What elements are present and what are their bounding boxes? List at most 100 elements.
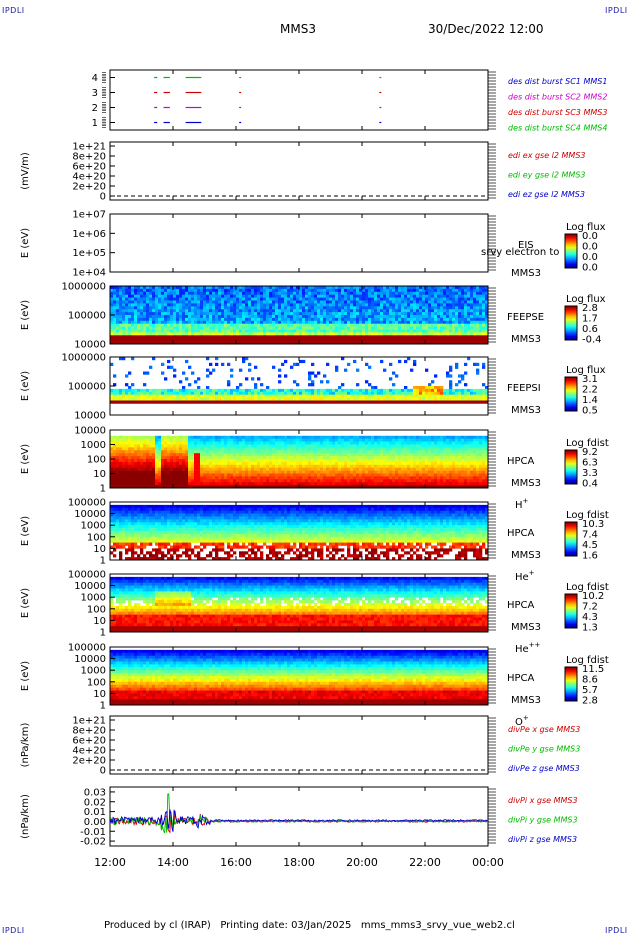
- hpca_h-spacecraft: MMS3: [511, 478, 541, 489]
- hpca_h-cbar-tick: 0.4: [582, 479, 598, 490]
- feepsi-ylabel: E (eV): [20, 371, 31, 401]
- divpi-ylabel: (nPa/km): [20, 794, 31, 839]
- feepse-ytick-label: 1000000: [61, 282, 106, 293]
- feepsi-spectrogram: [110, 357, 488, 404]
- feepse-spectrogram: [110, 286, 488, 344]
- hpca_he2-right-ticks: [488, 576, 496, 630]
- eis-right-ticks: [488, 216, 496, 270]
- eis-ytick-label: 1e+07: [72, 210, 106, 221]
- eis-spacecraft: MMS3: [511, 268, 541, 279]
- eis-cbar-tick: 0.0: [582, 252, 598, 263]
- hpca_he2-cbar-tick: 1.3: [582, 623, 598, 634]
- hpca_he2-ytick-label: 100: [87, 604, 106, 615]
- divpi-legend-1: divPi x gse MMS3: [508, 796, 578, 805]
- hpca_h-ytick-label: 1000: [81, 440, 106, 451]
- hpca_he2-instrument: HPCA: [507, 600, 535, 611]
- hpca_h-colorbar: [565, 450, 577, 484]
- hpca_he1-ytick-label: 100: [87, 532, 106, 543]
- hpca_o-ytick-label: 1000: [81, 666, 106, 677]
- burst-legend-4: des dist burst SC4 MMS4: [508, 124, 607, 133]
- feepse-spacecraft: MMS3: [511, 334, 541, 345]
- feepse-cbar-tick: 2.8: [582, 303, 598, 314]
- xtick-label: 20:00: [346, 856, 378, 869]
- hpca_he1-species: He+: [515, 569, 535, 583]
- xtick-label: 12:00: [94, 856, 126, 869]
- eis-cbar-tick: 0.0: [582, 263, 598, 274]
- feepse-ylabel: E (eV): [20, 300, 31, 330]
- edi-ylabel: (mV/m): [20, 152, 31, 190]
- hpca_h-cbar-tick: 3.3: [582, 468, 598, 479]
- hpca_he1-colorbar: [565, 522, 577, 556]
- hpca_he2-ytick-label: 1: [100, 628, 106, 639]
- feepsi-ytick-label: 100000: [68, 382, 106, 393]
- hpca_o-instrument: HPCA: [507, 673, 535, 684]
- feepsi-cbar-tick: 1.4: [582, 395, 598, 406]
- feepse-ytick-label: 10000: [74, 340, 106, 351]
- hpca_he2-cbar-tick: 10.2: [582, 591, 604, 602]
- xtick-label: 22:00: [409, 856, 441, 869]
- feepsi-cbar-tick: 2.2: [582, 385, 598, 396]
- eis-ylabel: E (eV): [20, 228, 31, 258]
- hpca_he2-ytick-label: 100000: [68, 570, 106, 581]
- hpca_h-right-ticks: [488, 432, 496, 486]
- feepsi-ytick-label: 10000: [74, 411, 106, 422]
- feepsi-spacecraft: MMS3: [511, 405, 541, 416]
- xtick-label: 14:00: [157, 856, 189, 869]
- hpca_he2-spectrogram: [110, 577, 488, 632]
- divpi-legend-3: divPi z gse MMS3: [508, 835, 577, 844]
- hpca_he2-colorbar: [565, 594, 577, 628]
- hpca_o-ytick-label: 10: [93, 689, 106, 700]
- hpca_h-spectrogram: [110, 436, 488, 489]
- burst-legend-2: des dist burst SC2 MMS2: [508, 93, 607, 102]
- hpca_he1-cbar-tick: 1.6: [582, 551, 598, 562]
- divpe-legend-2: divPe y gse MMS3: [508, 745, 580, 754]
- feepsi-instrument: FEEPSI: [507, 383, 541, 394]
- burst-ytick-label: 4: [92, 73, 98, 84]
- divpe-right-ticks: [488, 718, 496, 772]
- burst-legend-3: des dist burst SC3 MMS3: [508, 108, 607, 117]
- edi-legend-1: edi ex gse l2 MMS3: [508, 151, 586, 160]
- hpca_o-ytick-label: 10000: [74, 654, 106, 665]
- burst-right-ticks: [488, 72, 496, 129]
- hpca_h-ytick-label: 1: [100, 484, 106, 495]
- footer-info: Produced by cl (IRAP) Printing date: 03/…: [104, 920, 515, 931]
- edi-legend-3: edi ez gse l2 MMS3: [508, 190, 585, 199]
- hpca_h-ylabel: E (eV): [20, 444, 31, 474]
- burst-ytick-label: 2: [92, 103, 98, 114]
- hpca_he1-ylabel: E (eV): [20, 516, 31, 546]
- edi-frame: [110, 142, 488, 200]
- xtick-label: 00:00: [472, 856, 504, 869]
- hpca_h-cbar-tick: 6.3: [582, 458, 598, 469]
- hpca_he2-ytick-label: 10000: [74, 581, 106, 592]
- hpca_o-cbar-tick: 2.8: [582, 696, 598, 707]
- eis-colorbar: [565, 234, 577, 268]
- hpca_o-right-ticks: [488, 649, 496, 703]
- hpca_he1-cbar-tick: 7.4: [582, 530, 598, 541]
- hpca_h-cbar-tick: 9.2: [582, 447, 598, 458]
- hpca_he1-spectrogram: [110, 505, 488, 560]
- feepse-cbar-tick: 1.7: [582, 314, 598, 325]
- divpe-legend-3: divPe z gse MMS3: [508, 764, 580, 773]
- feepse-cbar-tick: 0.6: [582, 324, 598, 335]
- feepsi-cbar-tick: 0.5: [582, 406, 598, 417]
- burst-frame: [110, 70, 488, 130]
- feepse-colorbar: [565, 306, 577, 340]
- hpca_he1-spacecraft: MMS3: [511, 550, 541, 561]
- feepsi-colorbar: [565, 377, 577, 411]
- hpca_he2-ylabel: E (eV): [20, 588, 31, 618]
- feepsi-right-ticks: [488, 359, 496, 413]
- divpi-lines: [110, 794, 488, 833]
- hpca_he2-ytick-label: 1000: [81, 593, 106, 604]
- edi-legend-2: edi ey gse l2 MMS3: [508, 171, 586, 180]
- hpca_o-ylabel: E (eV): [20, 661, 31, 691]
- hpca_he1-right-ticks: [488, 504, 496, 558]
- hpca_o-ytick-label: 1: [100, 701, 106, 712]
- hpca_o-cbar-tick: 5.7: [582, 685, 598, 696]
- hpca_he1-ytick-label: 10: [93, 544, 106, 555]
- eis-cbar-tick: 0.0: [582, 242, 598, 253]
- edi-right-ticks: [488, 144, 496, 198]
- divpe-frame: [110, 716, 488, 774]
- burst-legend-1: des dist burst SC1 MMS1: [508, 77, 607, 86]
- hpca_o-spectrogram: [110, 650, 488, 705]
